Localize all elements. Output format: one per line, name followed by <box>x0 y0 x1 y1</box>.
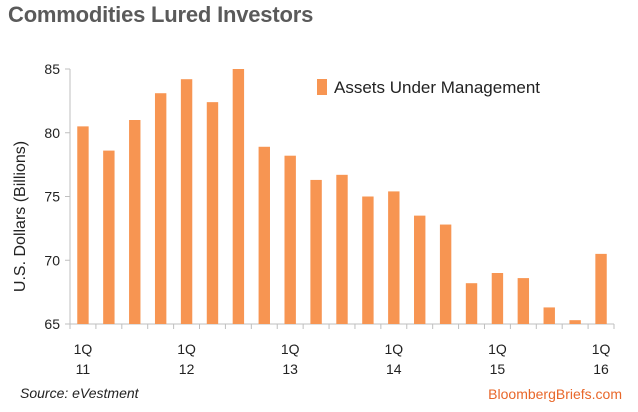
x-tick-label-year: 13 <box>282 361 298 377</box>
legend-swatch <box>317 79 327 95</box>
y-axis-title: U.S. Dollars (Billions) <box>12 141 29 292</box>
y-tick-label: 75 <box>44 189 60 205</box>
bar-1q-11 <box>77 126 89 324</box>
x-tick-label-quarter: 1Q <box>74 341 93 357</box>
bar-3q-14 <box>439 224 452 324</box>
bar-2q-11 <box>103 150 115 324</box>
x-tick-label-quarter: 1Q <box>281 341 300 357</box>
x-tick-label-year: 16 <box>593 361 609 377</box>
bar-3q-12 <box>232 69 245 324</box>
bar-3q-15 <box>543 307 555 324</box>
x-tick-label-quarter: 1Q <box>384 341 403 357</box>
y-tick-label: 65 <box>44 316 60 332</box>
y-tick-label: 85 <box>44 61 60 77</box>
x-tick-label-quarter: 1Q <box>177 341 196 357</box>
brand-credit: BloombergBriefs.com <box>488 386 622 402</box>
x-tick-label-year: 14 <box>386 361 402 377</box>
bar-3q-13 <box>336 174 348 324</box>
chart-title: Commodities Lured Investors <box>8 2 314 27</box>
bar-4q-12 <box>258 146 270 324</box>
source-note: Source: eVestment <box>20 385 139 401</box>
bar-1q-12 <box>180 79 193 324</box>
bar-1q-15 <box>491 273 504 324</box>
x-tick-label-year: 12 <box>179 361 195 377</box>
x-tick-label-year: 15 <box>490 361 506 377</box>
bar-2q-15 <box>517 278 530 324</box>
x-tick-label-year: 11 <box>76 361 91 377</box>
bar-3q-11 <box>129 120 141 324</box>
x-tick-label-quarter: 1Q <box>488 341 507 357</box>
bar-4q-15 <box>569 320 581 324</box>
legend-label: Assets Under Management <box>334 78 540 97</box>
x-tick-label-quarter: 1Q <box>592 341 611 357</box>
y-tick-label: 80 <box>44 125 60 141</box>
y-tick-label: 70 <box>44 252 60 268</box>
bar-2q-13 <box>310 179 322 324</box>
bar-4q-14 <box>465 283 478 324</box>
bar-4q-11 <box>154 93 167 324</box>
bar-2q-14 <box>414 215 426 324</box>
bar-1q-14 <box>388 191 400 324</box>
bar-1q-13 <box>284 155 296 324</box>
bar-4q-13 <box>362 196 374 324</box>
bar-1q-16 <box>595 253 607 324</box>
bar-2q-12 <box>206 102 219 325</box>
